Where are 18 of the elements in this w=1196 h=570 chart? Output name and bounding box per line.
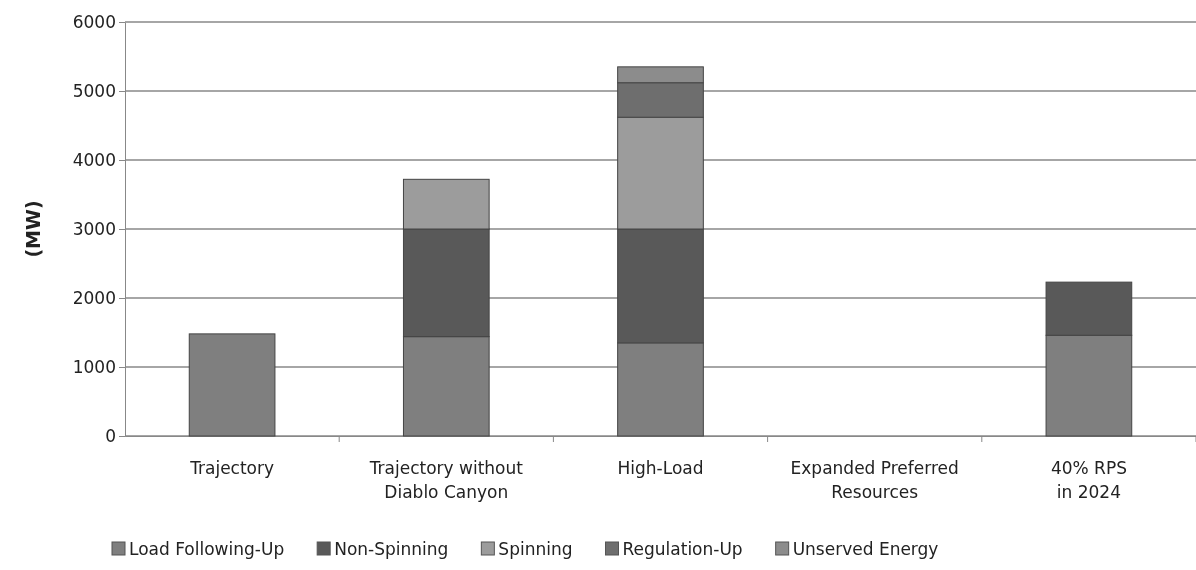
y-axis-title: (MW) — [22, 200, 44, 258]
x-tick-label: Trajectory without Diablo Canyon — [368, 458, 524, 502]
y-tick-label: 1000 — [72, 356, 116, 377]
y-tick-label: 2000 — [72, 287, 116, 308]
y-tick-label: 4000 — [72, 149, 116, 170]
y-tick-label: 3000 — [72, 218, 116, 239]
y-tick-label: 5000 — [72, 80, 116, 101]
x-tick-label: Trajectory — [189, 458, 275, 478]
x-tick-label: Expanded Preferred Resources — [790, 458, 959, 502]
x-tick-label: High-Load — [617, 458, 704, 478]
y-tick-label: 0 — [105, 425, 116, 446]
legend-label: Spinning — [498, 539, 573, 559]
legend-label: Load Following-Up — [129, 539, 285, 559]
legend-label: Regulation-Up — [622, 539, 743, 559]
legend-label: Unserved Energy — [792, 539, 939, 559]
y-tick-label: 6000 — [72, 11, 116, 32]
x-tick-label: 40% RPS in 2024 — [1050, 458, 1127, 502]
legend-label: Non-Spinning — [334, 539, 449, 559]
